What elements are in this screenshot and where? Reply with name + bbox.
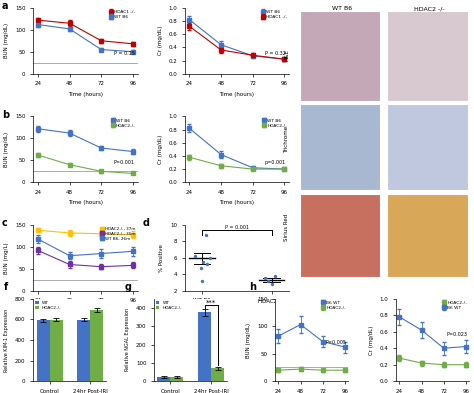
- Y-axis label: Cr (mg/dL): Cr (mg/dL): [158, 26, 163, 55]
- Text: g: g: [125, 282, 132, 292]
- Legend: WT B6, HDAC2-/-: WT B6, HDAC2-/-: [111, 119, 136, 128]
- Point: [203, 261, 210, 268]
- Text: p=0.001: p=0.001: [265, 160, 286, 165]
- Legend: WT, HDAC2-/-: WT, HDAC2-/-: [156, 301, 183, 310]
- Legend: HDAC2-/-, 37m, HDAC2-/-, 35m, WT B6, 26m: HDAC2-/-, 37m, HDAC2-/-, 35m, WT B6, 26m: [100, 227, 136, 241]
- Bar: [211, 368, 224, 381]
- Y-axis label: % Positive: % Positive: [159, 244, 164, 272]
- Y-axis label: BUN (mg/dL): BUN (mg/dL): [4, 132, 9, 167]
- Bar: [77, 320, 90, 381]
- Y-axis label: Relative NGAL Expression: Relative NGAL Expression: [126, 309, 130, 371]
- Point: [199, 259, 206, 265]
- Text: HDAC2 -/-: HDAC2 -/-: [414, 6, 445, 11]
- Bar: [36, 320, 49, 381]
- Bar: [300, 104, 381, 190]
- Y-axis label: Relative KIM-1 Expression: Relative KIM-1 Expression: [4, 309, 9, 371]
- Legend: B6 WT, HDAC2-/-: B6 WT, HDAC2-/-: [321, 301, 346, 310]
- Text: h: h: [249, 282, 256, 292]
- Legend: WT B6, HDAC2-/-: WT B6, HDAC2-/-: [262, 119, 287, 128]
- Text: Sirius Red: Sirius Red: [284, 213, 289, 241]
- Point: [264, 278, 272, 284]
- Text: c: c: [2, 219, 8, 228]
- Point: [191, 253, 199, 259]
- Bar: [387, 194, 468, 277]
- Point: [197, 264, 205, 271]
- Bar: [90, 310, 103, 381]
- Point: [198, 278, 206, 284]
- Text: d: d: [143, 219, 150, 228]
- Bar: [171, 376, 183, 381]
- Text: ***: ***: [206, 299, 216, 305]
- Text: P=0.023: P=0.023: [446, 332, 467, 337]
- X-axis label: Hours Post-IRI: Hours Post-IRI: [66, 309, 105, 314]
- X-axis label: Time (hours): Time (hours): [68, 200, 103, 206]
- Legend: WT B6, HDAC1 -/-: WT B6, HDAC1 -/-: [261, 10, 287, 19]
- X-axis label: Time (hours): Time (hours): [219, 92, 255, 97]
- Text: P=0.005: P=0.005: [325, 340, 346, 345]
- Text: Trichrome: Trichrome: [284, 126, 289, 153]
- X-axis label: Time (hours): Time (hours): [219, 200, 255, 206]
- Bar: [49, 320, 63, 381]
- Bar: [300, 194, 381, 277]
- Text: P = 0.15: P = 0.15: [114, 51, 135, 56]
- Y-axis label: Cr (mg/dL): Cr (mg/dL): [369, 325, 374, 354]
- Bar: [387, 11, 468, 101]
- Legend: HDAC2-/-, B6 WT: HDAC2-/-, B6 WT: [442, 301, 467, 310]
- Bar: [198, 312, 211, 381]
- Point: [271, 273, 279, 279]
- Text: P=0.001: P=0.001: [113, 160, 135, 165]
- Y-axis label: BUN (mg/dL): BUN (mg/dL): [246, 322, 251, 358]
- Y-axis label: Cr (mg/dL): Cr (mg/dL): [158, 135, 163, 164]
- Bar: [157, 376, 171, 381]
- Y-axis label: BUN (mg/L): BUN (mg/L): [4, 242, 9, 274]
- Text: H&E: H&E: [284, 49, 289, 61]
- Point: [206, 255, 214, 261]
- Legend: HDAC1 -/-, WT B6: HDAC1 -/-, WT B6: [109, 10, 136, 19]
- Bar: [387, 104, 468, 190]
- Text: WT B6: WT B6: [332, 6, 352, 11]
- Point: [202, 232, 210, 238]
- Text: f: f: [4, 282, 8, 292]
- Y-axis label: BUN (mg/dL): BUN (mg/dL): [4, 23, 9, 58]
- Text: P = 0.001: P = 0.001: [225, 224, 249, 230]
- Text: b: b: [2, 110, 9, 120]
- Text: a: a: [2, 1, 9, 11]
- Point: [268, 281, 275, 287]
- Bar: [300, 11, 381, 101]
- Legend: WT, HDAC2-/-: WT, HDAC2-/-: [36, 301, 62, 310]
- X-axis label: Time (hours): Time (hours): [68, 92, 103, 97]
- Point: [261, 275, 268, 282]
- Text: P = 0.32: P = 0.32: [265, 51, 286, 56]
